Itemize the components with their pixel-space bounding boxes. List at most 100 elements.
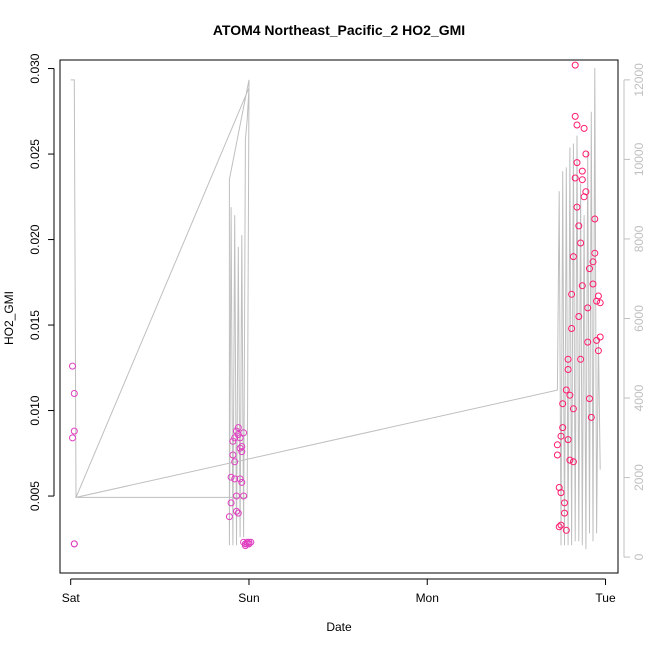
data-point — [227, 473, 235, 481]
data-point — [594, 292, 602, 300]
y2-tick-label: 4000 — [632, 384, 646, 411]
data-point — [566, 456, 574, 464]
y-tick-label: 0.020 — [28, 224, 42, 254]
x-axis-label: Date — [326, 620, 352, 634]
data-point — [586, 395, 593, 403]
data-point — [577, 355, 585, 363]
data-point — [569, 458, 577, 466]
data-point — [562, 526, 570, 534]
data-point — [573, 203, 581, 211]
data-point — [559, 400, 567, 408]
data-point — [566, 391, 574, 399]
data-point — [575, 222, 583, 230]
y2-tick-label: 8000 — [632, 225, 646, 252]
x-tick-label: Tue — [595, 591, 616, 605]
data-point — [596, 333, 604, 341]
y2-tick-label: 12000 — [632, 63, 646, 97]
data-point — [553, 451, 561, 459]
data-point — [233, 507, 240, 515]
data-point — [580, 124, 588, 132]
data-point — [594, 347, 602, 355]
data-point — [238, 478, 246, 486]
plot-frame — [59, 59, 619, 574]
data-point — [573, 159, 581, 167]
y2-tick-label: 10000 — [632, 142, 646, 176]
altitude-line — [70, 67, 601, 550]
data-point — [564, 355, 572, 363]
y-axis: 0.005 0.010 0.015 0.020 0.025 0.030 — [28, 53, 55, 511]
data-point — [562, 386, 570, 394]
data-point — [575, 313, 583, 320]
data-point — [233, 492, 240, 500]
data-point — [587, 413, 595, 421]
data-point — [582, 150, 590, 158]
y-tick-label: 0.010 — [28, 395, 42, 425]
data-point — [231, 475, 239, 483]
data-point — [596, 299, 604, 307]
data-point — [559, 424, 567, 432]
y2-tick-label: 6000 — [632, 305, 646, 332]
y-tick-label: 0.005 — [28, 481, 42, 511]
data-point — [236, 475, 244, 483]
data-point — [571, 174, 579, 182]
data-point — [584, 304, 592, 312]
data-point — [569, 405, 577, 413]
data-point — [69, 362, 76, 370]
plot-area — [59, 59, 619, 574]
data-point — [573, 121, 581, 129]
data-point — [234, 424, 242, 432]
data-point — [578, 167, 586, 175]
y-tick-label: 0.015 — [28, 310, 42, 340]
data-point — [240, 429, 248, 437]
data-point — [591, 215, 599, 223]
data-point — [568, 325, 576, 332]
data-point — [557, 489, 565, 497]
data-point — [236, 444, 244, 452]
chart-title: ATOM4 Northeast_Pacific_2 HO2_GMI — [213, 22, 465, 38]
data-point — [555, 523, 563, 531]
data-point — [225, 513, 233, 521]
data-point — [589, 280, 597, 288]
x-tick-label: Sun — [238, 591, 259, 605]
data-point — [571, 61, 579, 69]
data-point — [69, 434, 76, 442]
data-point — [571, 112, 579, 120]
data-point — [561, 509, 568, 517]
data-point — [240, 492, 248, 500]
data-point — [564, 366, 572, 373]
data-point — [557, 521, 565, 529]
y-tick-label: 0.025 — [28, 139, 42, 169]
y2-tick-label: 2000 — [632, 464, 646, 491]
x-axis: Sat Sun Mon Tue — [62, 578, 616, 605]
data-point — [238, 443, 246, 450]
data-point — [70, 390, 78, 397]
data-point — [227, 499, 235, 507]
data-point — [229, 451, 237, 459]
data-point — [231, 458, 239, 466]
data-point — [578, 282, 586, 290]
data-point — [584, 338, 592, 346]
y-axis-label: HO2_GMI — [2, 291, 16, 345]
data-point — [557, 432, 565, 440]
data-point — [553, 441, 561, 449]
x-tick-label: Sat — [62, 591, 81, 605]
data-point — [233, 427, 240, 435]
data-point — [569, 253, 577, 261]
y2-axis: 0 2000 4000 6000 8000 10000 12000 — [623, 63, 646, 560]
data-point — [578, 176, 586, 184]
data-point — [70, 427, 78, 435]
data-point — [70, 540, 78, 548]
data-point — [582, 188, 590, 196]
y2-tick-label: 0 — [632, 553, 646, 560]
data-point — [589, 258, 597, 266]
data-point — [561, 499, 568, 507]
data-point — [577, 239, 585, 247]
data-point — [238, 448, 246, 456]
data-point — [236, 434, 244, 442]
data-point — [586, 265, 593, 273]
data-point — [591, 249, 599, 257]
data-point — [229, 437, 237, 445]
data-point — [247, 538, 255, 546]
data-point — [234, 509, 242, 517]
